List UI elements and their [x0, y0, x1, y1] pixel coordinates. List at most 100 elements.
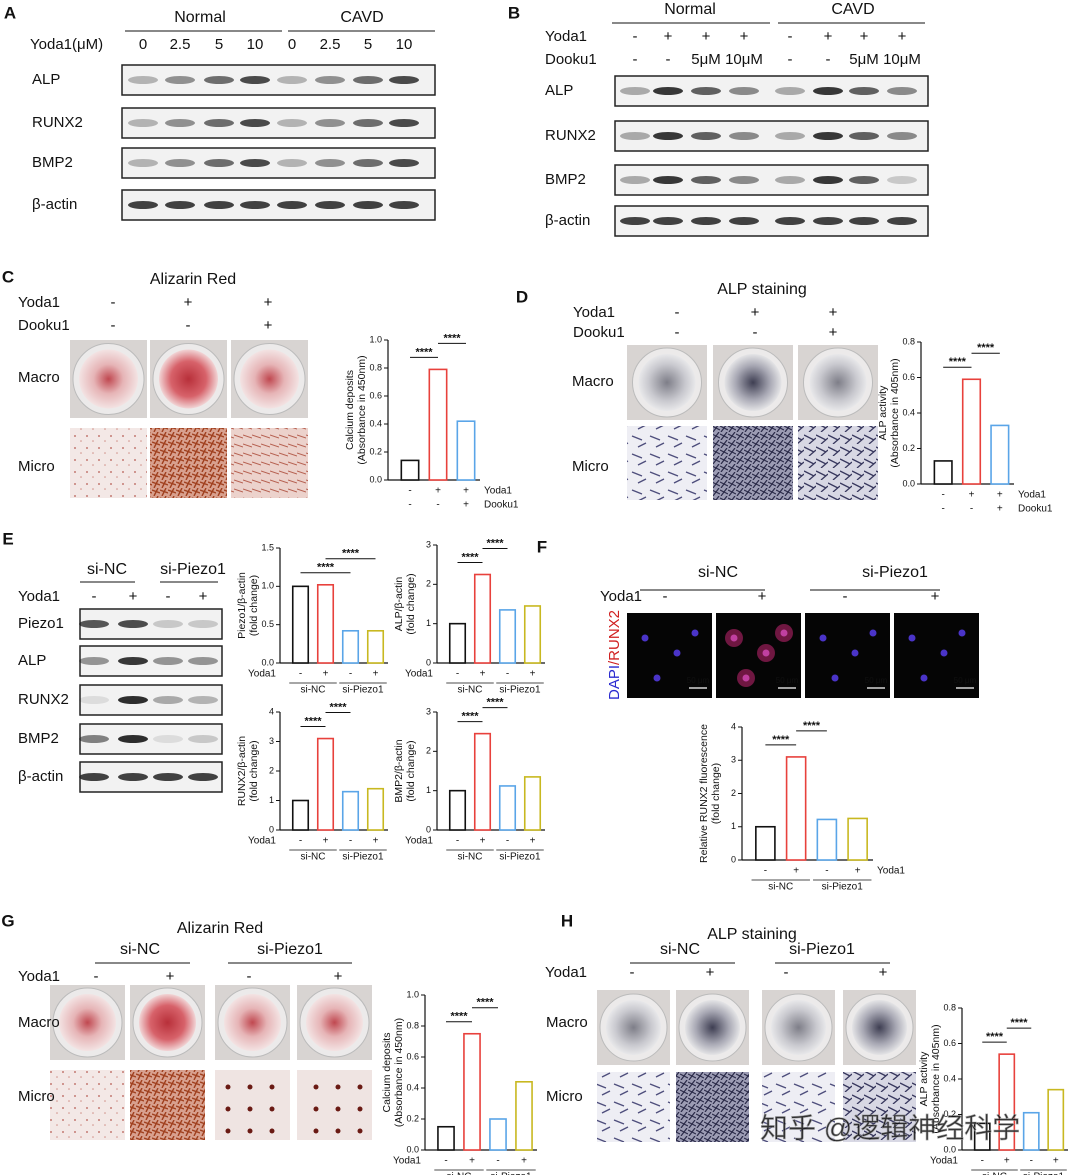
row-label: BMP2	[18, 730, 59, 747]
x-condition-label: -	[408, 486, 411, 497]
dose-label: 5	[215, 36, 223, 53]
band	[775, 217, 805, 225]
y-axis-label: Calcium deposits	[381, 1033, 393, 1113]
x-condition-label: -	[349, 669, 352, 680]
band	[240, 201, 270, 209]
row-label: Macro	[18, 369, 60, 386]
band	[204, 119, 234, 127]
bar	[463, 1032, 481, 1151]
x-group-label: si-Piezo1	[822, 882, 864, 893]
panel-letter: G	[1, 911, 14, 930]
row-label: Micro	[546, 1088, 583, 1105]
y-tick-label: 0.0	[406, 1144, 419, 1154]
micro-image	[762, 1072, 835, 1142]
condition-label: -	[843, 588, 848, 605]
y-tick-label: 1.0	[406, 989, 419, 999]
y-axis-label: Piezo1/β-actin	[236, 572, 248, 639]
condition-label: +	[758, 588, 767, 605]
condition-label: -	[753, 324, 758, 341]
row-label: Macro	[572, 373, 614, 390]
micro-image	[50, 1070, 125, 1140]
group-label: si-NC	[660, 941, 700, 958]
bar	[437, 1125, 455, 1151]
micro-image	[627, 426, 707, 500]
band	[620, 87, 650, 95]
x-condition-label: +	[521, 1156, 527, 1167]
band	[691, 217, 721, 225]
band	[813, 217, 843, 225]
y-axis-label: (Absorbance in 450nm)	[356, 355, 368, 464]
group-label: Normal	[664, 1, 716, 18]
band	[79, 773, 109, 781]
band	[729, 217, 759, 225]
nucleus	[653, 674, 661, 682]
y-tick-label: 1	[731, 821, 736, 831]
condition-label: -	[111, 317, 116, 334]
x-condition-name: Yoda1	[248, 836, 276, 847]
condition-label: +	[184, 294, 193, 311]
band	[79, 735, 109, 743]
condition-label: +	[829, 304, 838, 321]
y-tick-label: 0.0	[902, 478, 915, 488]
significance: ****	[304, 715, 322, 727]
bar	[456, 420, 476, 481]
band	[204, 159, 234, 167]
band	[775, 176, 805, 184]
bar	[400, 459, 420, 481]
band	[188, 657, 218, 665]
x-condition-name: Yoda1	[393, 1156, 421, 1167]
condition-label: +	[740, 28, 749, 45]
row-label: β-actin	[18, 768, 63, 785]
row-label: Micro	[18, 1088, 55, 1105]
y-tick-label: 1.5	[261, 542, 274, 552]
y-tick-label: 0.4	[902, 407, 915, 417]
fluorescence-image	[627, 613, 712, 698]
x-condition-name: Yoda1	[930, 1156, 958, 1167]
y-tick-label: 0.8	[369, 362, 382, 372]
condition-label: +	[898, 28, 907, 45]
label: Yoda1	[600, 588, 642, 605]
x-condition-label: -	[299, 836, 302, 847]
x-condition-label: +	[469, 1156, 475, 1167]
x-condition-label: +	[480, 669, 486, 680]
y-tick-label: 0.8	[406, 1020, 419, 1030]
dose-label: 10	[247, 36, 264, 53]
label: Yoda1	[573, 304, 615, 321]
y-tick-label: 0.0	[369, 474, 382, 484]
dose-label: 0	[288, 36, 296, 53]
y-axis-label: (fold change)	[405, 740, 417, 801]
band	[887, 217, 917, 225]
x-condition-label: -	[299, 669, 302, 680]
y-tick-label: 0.4	[943, 1073, 956, 1083]
x-condition-label: -	[444, 1156, 447, 1167]
x-condition-label: -	[941, 504, 944, 515]
band	[389, 159, 419, 167]
label: Yoda1(μM)	[30, 36, 103, 53]
row-label: Macro	[546, 1014, 588, 1031]
condition-label: -	[92, 588, 97, 605]
row-label: Piezo1	[18, 615, 64, 632]
band	[813, 87, 843, 95]
significance: ****	[450, 1011, 468, 1023]
x-group-label: si-Piezo1	[499, 685, 541, 696]
condition-label: +	[199, 588, 208, 605]
nucleus	[908, 634, 916, 642]
x-condition-label: +	[463, 486, 469, 497]
significance: ****	[443, 332, 461, 344]
condition-label: +	[931, 588, 940, 605]
row-label: RUNX2	[545, 127, 596, 144]
label: Dooku1	[573, 324, 625, 341]
condition-label: -	[94, 968, 99, 985]
stain-runx2: /RUNX2	[606, 610, 623, 665]
band	[188, 773, 218, 781]
group-label: si-Piezo1	[862, 564, 928, 581]
group-label: si-Piezo1	[257, 941, 323, 958]
micro-image	[150, 428, 227, 498]
band	[277, 76, 307, 84]
band	[277, 201, 307, 209]
band	[620, 176, 650, 184]
y-tick-label: 0.0	[261, 657, 274, 667]
bar	[448, 789, 467, 831]
band	[813, 132, 843, 140]
